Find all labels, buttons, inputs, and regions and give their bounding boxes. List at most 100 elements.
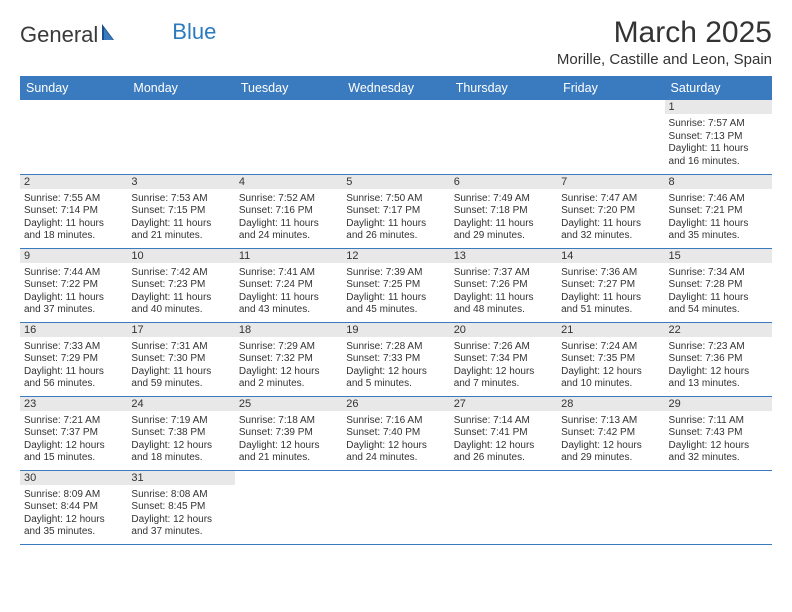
- sunrise-line: Sunrise: 7:31 AM: [131, 341, 230, 354]
- sunrise-line: Sunrise: 7:16 AM: [346, 415, 445, 428]
- day-number: 3: [127, 175, 234, 189]
- daylight-line-2: and 59 minutes.: [131, 378, 230, 391]
- daylight-line-1: Daylight: 12 hours: [239, 440, 338, 453]
- sunrise-line: Sunrise: 8:08 AM: [131, 489, 230, 502]
- daylight-line-1: Daylight: 11 hours: [346, 292, 445, 305]
- day-details: Sunrise: 8:08 AMSunset: 8:45 PMDaylight:…: [127, 487, 234, 541]
- sunrise-line: Sunrise: 7:21 AM: [24, 415, 123, 428]
- day-number: 30: [20, 471, 127, 485]
- calendar-day-cell: 13Sunrise: 7:37 AMSunset: 7:26 PMDayligh…: [450, 248, 557, 322]
- sunset-line: Sunset: 7:24 PM: [239, 279, 338, 292]
- sunrise-line: Sunrise: 7:19 AM: [131, 415, 230, 428]
- daylight-line-1: Daylight: 11 hours: [131, 218, 230, 231]
- sunrise-line: Sunrise: 7:46 AM: [669, 193, 768, 206]
- sunrise-line: Sunrise: 7:39 AM: [346, 267, 445, 280]
- daylight-line-1: Daylight: 11 hours: [239, 292, 338, 305]
- daylight-line-2: and 21 minutes.: [131, 230, 230, 243]
- day-details: Sunrise: 7:36 AMSunset: 7:27 PMDaylight:…: [557, 265, 664, 319]
- sunrise-line: Sunrise: 7:57 AM: [669, 118, 768, 131]
- sunset-line: Sunset: 7:22 PM: [24, 279, 123, 292]
- daylight-line-1: Daylight: 11 hours: [346, 218, 445, 231]
- sunrise-line: Sunrise: 7:11 AM: [669, 415, 768, 428]
- daylight-line-1: Daylight: 12 hours: [346, 366, 445, 379]
- day-details: Sunrise: 7:29 AMSunset: 7:32 PMDaylight:…: [235, 339, 342, 393]
- day-number: 19: [342, 323, 449, 337]
- day-details: Sunrise: 8:09 AMSunset: 8:44 PMDaylight:…: [20, 487, 127, 541]
- sunrise-line: Sunrise: 7:44 AM: [24, 267, 123, 280]
- daylight-line-1: Daylight: 12 hours: [239, 366, 338, 379]
- calendar-day-cell: 16Sunrise: 7:33 AMSunset: 7:29 PMDayligh…: [20, 322, 127, 396]
- daylight-line-1: Daylight: 12 hours: [454, 366, 553, 379]
- calendar-header-row: SundayMondayTuesdayWednesdayThursdayFrid…: [20, 76, 772, 100]
- location-subtitle: Morille, Castille and Leon, Spain: [557, 51, 772, 68]
- day-number: 17: [127, 323, 234, 337]
- day-details: Sunrise: 7:41 AMSunset: 7:24 PMDaylight:…: [235, 265, 342, 319]
- daylight-line-1: Daylight: 11 hours: [669, 292, 768, 305]
- calendar-day-cell: 27Sunrise: 7:14 AMSunset: 7:41 PMDayligh…: [450, 396, 557, 470]
- sunset-line: Sunset: 7:42 PM: [561, 427, 660, 440]
- calendar-day-cell: 6 Sunrise: 7:49 AMSunset: 7:18 PMDaylight…: [450, 174, 557, 248]
- daylight-line-2: and 37 minutes.: [24, 304, 123, 317]
- sunrise-line: Sunrise: 7:13 AM: [561, 415, 660, 428]
- daylight-line-1: Daylight: 11 hours: [24, 366, 123, 379]
- day-number: 26: [342, 397, 449, 411]
- sunset-line: Sunset: 7:27 PM: [561, 279, 660, 292]
- calendar-day-cell: 2Sunrise: 7:55 AMSunset: 7:14 PMDaylight…: [20, 174, 127, 248]
- calendar-day-cell: 3Sunrise: 7:53 AMSunset: 7:15 PMDaylight…: [127, 174, 234, 248]
- daylight-line-1: Daylight: 12 hours: [454, 440, 553, 453]
- daylight-line-2: and 37 minutes.: [131, 526, 230, 539]
- daylight-line-2: and 48 minutes.: [454, 304, 553, 317]
- daylight-line-2: and 29 minutes.: [454, 230, 553, 243]
- sunrise-line: Sunrise: 7:41 AM: [239, 267, 338, 280]
- daylight-line-2: and 32 minutes.: [561, 230, 660, 243]
- sunset-line: Sunset: 7:26 PM: [454, 279, 553, 292]
- calendar-day-cell: 4Sunrise: 7:52 AMSunset: 7:16 PMDaylight…: [235, 174, 342, 248]
- weekday-header: Monday: [127, 76, 234, 100]
- daylight-line-2: and 26 minutes.: [454, 452, 553, 465]
- calendar-day-cell: 24 Sunrise: 7:19 AMSunset: 7:38 PMDayligh…: [127, 396, 234, 470]
- daylight-line-1: Daylight: 12 hours: [561, 366, 660, 379]
- daylight-line-1: Daylight: 11 hours: [239, 218, 338, 231]
- sunset-line: Sunset: 7:37 PM: [24, 427, 123, 440]
- daylight-line-1: Daylight: 11 hours: [561, 218, 660, 231]
- day-details: Sunrise: 7:19 AMSunset: 7:38 PMDaylight:…: [127, 413, 234, 467]
- calendar-day-cell: 21Sunrise: 7:24 AMSunset: 7:35 PMDayligh…: [557, 322, 664, 396]
- day-number: 2: [20, 175, 127, 189]
- day-number: 24: [127, 397, 234, 411]
- sunrise-line: Sunrise: 7:28 AM: [346, 341, 445, 354]
- title-block: March 2025 Morille, Castille and Leon, S…: [557, 16, 772, 68]
- day-details: Sunrise: 7:39 AMSunset: 7:25 PMDaylight:…: [342, 265, 449, 319]
- day-number: 6: [450, 175, 557, 189]
- daylight-line-2: and 40 minutes.: [131, 304, 230, 317]
- calendar-day-cell: 9Sunrise: 7:44 AMSunset: 7:22 PMDaylight…: [20, 248, 127, 322]
- daylight-line-2: and 16 minutes.: [669, 156, 768, 169]
- sunset-line: Sunset: 7:13 PM: [669, 131, 768, 144]
- sunset-line: Sunset: 7:29 PM: [24, 353, 123, 366]
- daylight-line-1: Daylight: 12 hours: [669, 366, 768, 379]
- daylight-line-2: and 51 minutes.: [561, 304, 660, 317]
- weekday-header: Tuesday: [235, 76, 342, 100]
- day-number: 25: [235, 397, 342, 411]
- weekday-header: Wednesday: [342, 76, 449, 100]
- calendar-week-row: 30 Sunrise: 8:09 AMSunset: 8:44 PMDayligh…: [20, 470, 772, 544]
- day-details: Sunrise: 7:14 AMSunset: 7:41 PMDaylight:…: [450, 413, 557, 467]
- calendar-empty-cell: [342, 100, 449, 174]
- day-details: Sunrise: 7:50 AMSunset: 7:17 PMDaylight:…: [342, 191, 449, 245]
- daylight-line-2: and 35 minutes.: [24, 526, 123, 539]
- sunset-line: Sunset: 7:40 PM: [346, 427, 445, 440]
- calendar-empty-cell: [127, 100, 234, 174]
- daylight-line-2: and 15 minutes.: [24, 452, 123, 465]
- sunrise-line: Sunrise: 7:18 AM: [239, 415, 338, 428]
- calendar-empty-cell: [450, 470, 557, 544]
- daylight-line-2: and 24 minutes.: [239, 230, 338, 243]
- daylight-line-1: Daylight: 11 hours: [24, 292, 123, 305]
- sunset-line: Sunset: 8:45 PM: [131, 501, 230, 514]
- day-details: Sunrise: 7:24 AMSunset: 7:35 PMDaylight:…: [557, 339, 664, 393]
- calendar-day-cell: 11Sunrise: 7:41 AMSunset: 7:24 PMDayligh…: [235, 248, 342, 322]
- calendar-day-cell: 28Sunrise: 7:13 AMSunset: 7:42 PMDayligh…: [557, 396, 664, 470]
- sunset-line: Sunset: 7:39 PM: [239, 427, 338, 440]
- sunrise-line: Sunrise: 7:50 AM: [346, 193, 445, 206]
- daylight-line-1: Daylight: 12 hours: [346, 440, 445, 453]
- day-details: Sunrise: 7:49 AMSunset: 7:18 PMDaylight:…: [450, 191, 557, 245]
- calendar-week-row: 2Sunrise: 7:55 AMSunset: 7:14 PMDaylight…: [20, 174, 772, 248]
